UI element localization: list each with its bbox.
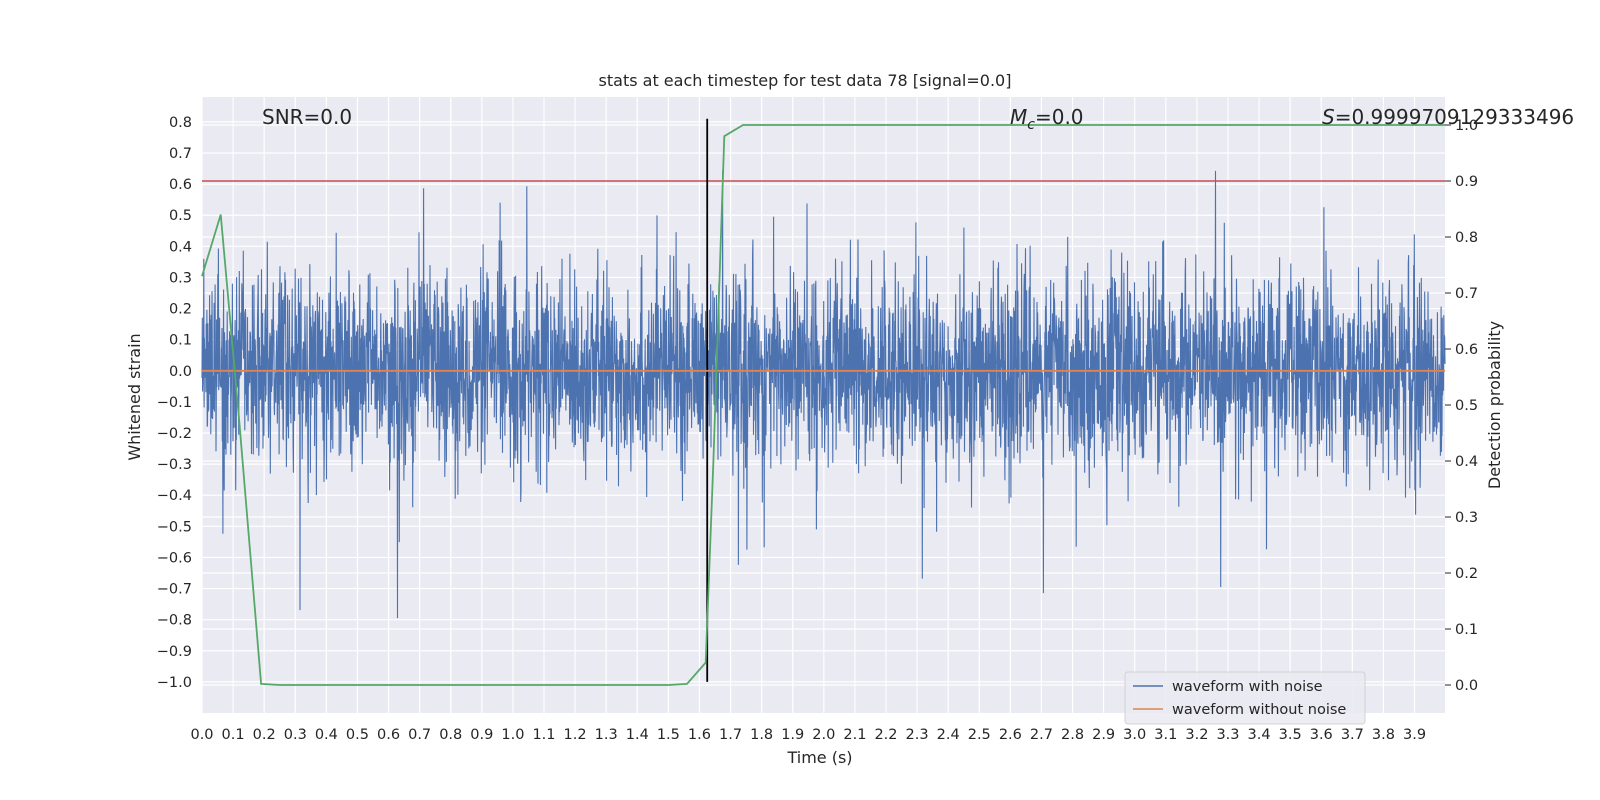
x-tick-label: 0.4	[315, 727, 338, 743]
x-tick-label: 1.7	[719, 727, 742, 743]
y-right-tick-label: 0.0	[1455, 678, 1478, 694]
x-tick-label: 1.6	[688, 727, 711, 743]
y-axis-label-right: Detection probability	[1485, 321, 1504, 489]
x-tick-label: 3.1	[1154, 727, 1177, 743]
y-tick-label: −0.6	[157, 550, 192, 566]
x-tick-label: 1.8	[750, 727, 773, 743]
x-tick-label: 1.4	[626, 727, 649, 743]
x-tick-label: 0.8	[439, 727, 462, 743]
x-tick-label: 0.1	[222, 727, 245, 743]
y-tick-label: 0.0	[169, 364, 192, 380]
x-tick-label: 2.2	[874, 727, 897, 743]
y-tick-label: −0.9	[157, 644, 192, 660]
y-right-tick-label: 0.2	[1455, 566, 1478, 582]
y-tick-label: −0.4	[157, 488, 192, 504]
y-tick-label: 0.8	[169, 115, 192, 131]
x-tick-label: 0.0	[190, 727, 213, 743]
y-tick-label: −0.2	[157, 426, 192, 442]
x-tick-label: 1.2	[564, 727, 587, 743]
score-value: =0.9999709129333496	[1335, 105, 1574, 129]
x-tick-label: 0.9	[470, 727, 493, 743]
x-tick-label: 1.5	[657, 727, 680, 743]
y-right-tick-label: 0.8	[1455, 230, 1478, 246]
detection-probability-line	[201, 124, 1445, 686]
x-tick-label: 2.7	[1030, 727, 1053, 743]
y-tick-label: 0.7	[169, 146, 192, 162]
x-tick-label: 2.0	[812, 727, 835, 743]
x-tick-label: 2.5	[968, 727, 991, 743]
y-right-tick-label: 1.0	[1455, 118, 1478, 134]
x-tick-label: 2.1	[843, 727, 866, 743]
x-tick-label: 0.3	[284, 727, 307, 743]
x-tick-label: 2.9	[1092, 727, 1115, 743]
score-annotation: S=0.9999709129333496	[1322, 105, 1574, 129]
y-tick-label: −0.7	[157, 582, 192, 598]
y-tick-label: 0.6	[169, 177, 192, 193]
x-tick-label: 0.5	[346, 727, 369, 743]
y-tick-label: −0.1	[157, 395, 192, 411]
score-symbol: S	[1322, 105, 1335, 129]
x-tick-label: 3.9	[1403, 727, 1426, 743]
legend-box	[1124, 671, 1366, 725]
y-right-tick-label: 0.4	[1455, 454, 1478, 470]
x-tick-label: 1.3	[595, 727, 618, 743]
legend: waveform with noise waveform without noi…	[1124, 671, 1366, 725]
y-tick-label: 0.4	[169, 239, 192, 255]
y-tick-label: 0.1	[169, 333, 192, 349]
y-tick-label: 0.3	[169, 270, 192, 286]
x-tick-label: 1.9	[781, 727, 804, 743]
y-tick-label: 0.2	[169, 302, 192, 318]
y-right-tick-label: 0.3	[1455, 510, 1478, 526]
x-tick-label: 2.4	[937, 727, 960, 743]
x-tick-label: 3.7	[1341, 727, 1364, 743]
x-tick-label: 2.8	[1061, 727, 1084, 743]
chirp-mass-symbol: M	[1010, 105, 1027, 129]
y-right-tick-label: 0.5	[1455, 398, 1478, 414]
y-right-tick-label: 0.6	[1455, 342, 1478, 358]
x-tick-label: 1.0	[501, 727, 524, 743]
x-tick-label: 3.8	[1372, 727, 1395, 743]
x-tick-label: 3.0	[1123, 727, 1146, 743]
x-tick-label: 2.3	[906, 727, 929, 743]
x-tick-label: 1.1	[532, 727, 555, 743]
series-lines	[201, 124, 1445, 686]
waveform-with-noise-line	[201, 170, 1446, 619]
x-tick-label: 0.6	[377, 727, 400, 743]
x-tick-label: 2.6	[999, 727, 1022, 743]
snr-annotation: SNR=0.0	[262, 105, 352, 129]
x-tick-label: 3.4	[1248, 727, 1271, 743]
tick-labels: 0.0 0.1 0.2 0.3 0.4 0.5 0.6 0.7 0.8 0.9 1.0 1.1 1.2 1…	[157, 115, 1478, 743]
chirp-mass-value: =0.0	[1035, 105, 1084, 129]
x-tick-label: 0.2	[253, 727, 276, 743]
x-tick-label: 3.3	[1216, 727, 1239, 743]
x-axis-label: Time (s)	[786, 748, 852, 767]
y-tick-label: −0.8	[157, 613, 192, 629]
x-tick-label: 0.7	[408, 727, 431, 743]
y-right-tick-label: 0.1	[1455, 622, 1478, 638]
y-right-tick-label: 0.7	[1455, 286, 1478, 302]
legend-label-without-noise: waveform without noise	[1172, 702, 1346, 718]
x-tick-label: 3.2	[1185, 727, 1208, 743]
y-axis-label: Whitened strain	[125, 333, 144, 460]
chirp-mass-subscript: c	[1027, 117, 1035, 133]
y-right-tick-label: 0.9	[1455, 174, 1478, 190]
y-tick-label: 0.5	[169, 208, 192, 224]
x-tick-label: 3.5	[1279, 727, 1302, 743]
legend-label-with-noise: waveform with noise	[1172, 679, 1323, 695]
reference-lines	[202, 118, 1445, 682]
series-waveform-with-noise	[201, 170, 1446, 619]
y-tick-label: −0.3	[157, 457, 192, 473]
chart-title: stats at each timestep for test data 78 …	[599, 71, 1012, 90]
y-tick-label: −1.0	[157, 675, 192, 691]
chirp-mass-annotation: Mc=0.0	[1010, 105, 1084, 133]
x-tick-label: 3.6	[1310, 727, 1333, 743]
y-tick-label: −0.5	[157, 519, 192, 535]
